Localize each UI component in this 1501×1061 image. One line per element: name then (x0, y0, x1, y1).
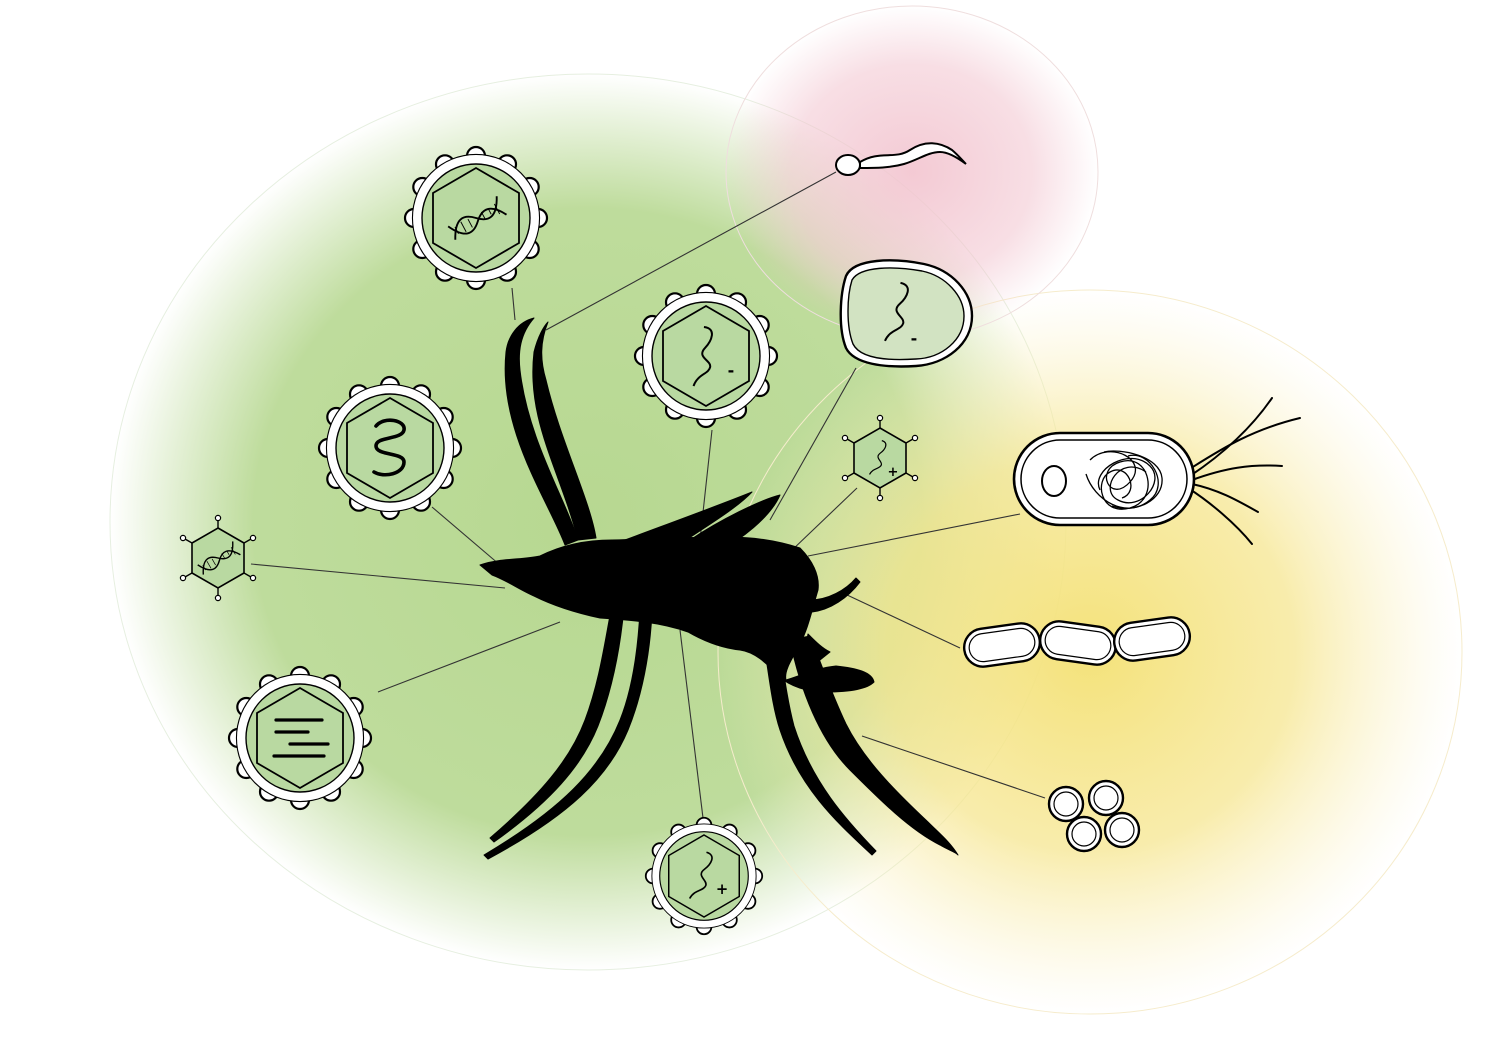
staphylococci-icon (1047, 779, 1141, 853)
svg-text:-: - (911, 329, 918, 348)
segmented-dsrna-enveloped-virus-icon (227, 665, 373, 811)
flagellated-bacterium-icon (1012, 397, 1301, 545)
svg-text:+: + (716, 881, 728, 898)
ssrna-negative-enveloped-virus-icon: - (633, 283, 779, 429)
svg-text:+: + (888, 465, 899, 480)
streptobacilli-icon (962, 616, 1192, 668)
svg-text:-: - (728, 361, 735, 380)
dsrna-enveloped-virus-icon (317, 375, 463, 521)
ssrna-positive-nonenveloped-virus-icon: + (841, 414, 919, 502)
ssrna-negative-nonenveloped-virus-icon: - (839, 259, 974, 368)
ssrna-positive-enveloped-virus-icon: + (644, 816, 764, 936)
connector-lines (250, 171, 1046, 819)
protozoan-parasite-icon (835, 142, 967, 176)
mosquito-silhouette-icon (479, 317, 959, 860)
